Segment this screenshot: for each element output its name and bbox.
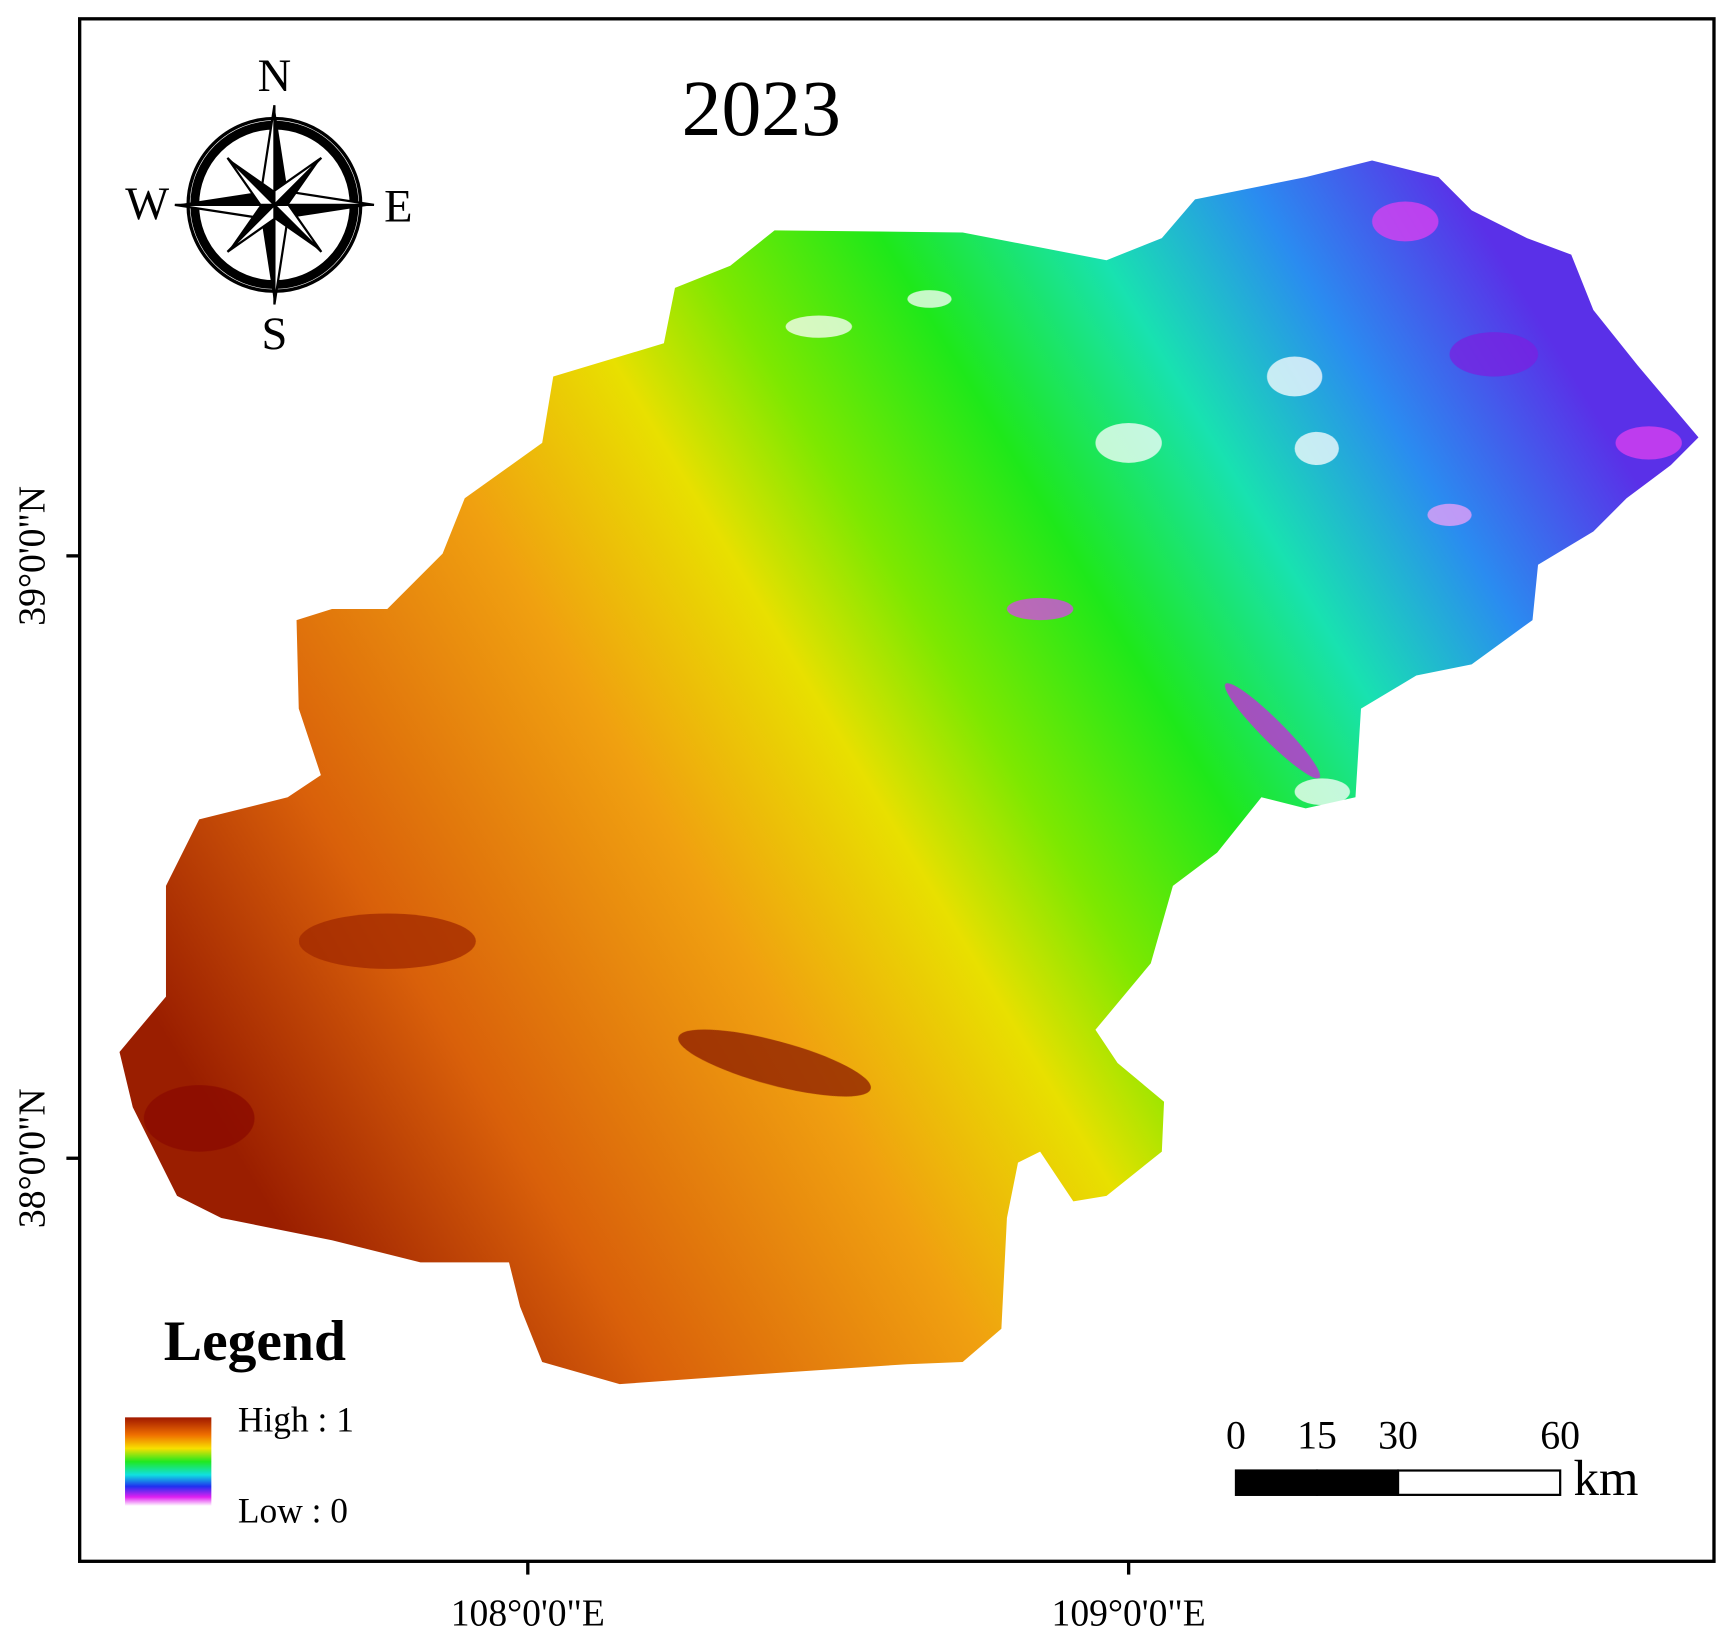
scale-unit: km (1573, 1451, 1638, 1507)
compass-north: N (258, 51, 292, 102)
scale-tick-label: 15 (1297, 1412, 1337, 1457)
scale-tick-label: 60 (1540, 1412, 1580, 1457)
scale-bar: 0 15 30 60 (1226, 1412, 1580, 1496)
study-area (119, 160, 1699, 1385)
scale-tick-label: 0 (1226, 1412, 1246, 1457)
legend-low: Low : 0 (238, 1491, 348, 1531)
legend-title: Legend (164, 1310, 346, 1373)
lat-label: 38°0'0"N (11, 1088, 53, 1228)
scale-segment (1396, 1469, 1562, 1496)
compass-west: W (125, 179, 169, 230)
compass-east: E (384, 181, 412, 232)
legend-ramp (125, 1417, 212, 1506)
legend-high: High : 1 (238, 1400, 354, 1440)
lon-label: 108°0'0"E (451, 1593, 605, 1635)
map-frame (78, 17, 1716, 1563)
scale-tick-label: 30 (1378, 1412, 1418, 1457)
scale-segment (1234, 1469, 1319, 1496)
map-title: 2023 (682, 65, 841, 153)
lon-label: 109°0'0"E (1052, 1593, 1206, 1635)
compass-rose (174, 105, 375, 305)
lat-label: 39°0'0"N (11, 486, 53, 626)
scale-segment (1315, 1469, 1400, 1496)
compass-south: S (261, 309, 287, 360)
raster-detail (143, 201, 1682, 1152)
